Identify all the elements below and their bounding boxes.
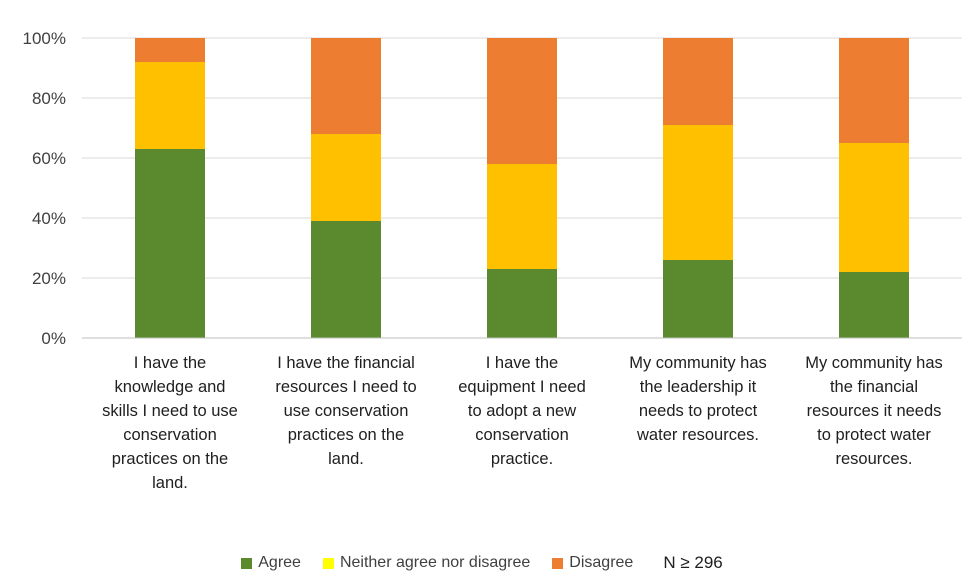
legend-label-agree: Agree [258,554,301,571]
bar-segment-agree [839,272,909,338]
legend-swatch-agree [241,557,253,569]
x-category-label-line: I have the [134,354,206,372]
x-category-label-line: land. [328,450,364,468]
bar-segment-disagree [839,38,909,143]
y-tick-label: 20% [32,269,66,288]
y-axis-ticks: 0% 20% 40% 60% 80% 100% [23,29,66,348]
x-category-label: I have the knowledge and skills I need to … [102,354,238,492]
x-category-label-line: practices on the [288,426,404,444]
x-category-label-line: resources it needs [807,402,942,420]
legend-swatch-disagree [552,557,564,569]
x-category-label-line: I have the financial [277,354,415,372]
legend-item-neither: Neither agree nor disagree [322,554,531,572]
bars [135,38,909,338]
legend-label-disagree: Disagree [569,554,634,571]
bar-segment-disagree [135,38,205,62]
legend-label-neither: Neither agree nor disagree [339,554,531,571]
x-category-label: My community has the leadership it needs t… [629,354,767,444]
x-category-label-line: resources I need to [275,378,416,396]
x-category-label-line: conservation [123,426,217,444]
bar-segment-agree [135,149,205,338]
bar-segment-neither-agree-nor-disagree [663,125,733,260]
stacked-bar-chart: 0% 20% 40% 60% 80% 100% I have the knowledge a… [23,29,962,492]
x-category-label: I have the financial resources I need to u… [275,354,416,468]
x-category-label-line: the financial [830,378,918,396]
x-category-label-line: skills I need to use [102,402,238,420]
sample-size-note: N ≥ 296 [663,553,723,572]
bar-segment-agree [311,221,381,338]
x-axis-category-labels: I have the knowledge and skills I need to … [102,354,943,492]
x-category-label-line: I have the [486,354,558,372]
x-category-label-line: practice. [491,450,553,468]
x-category-label-line: resources. [835,450,912,468]
y-tick-label: 80% [32,89,66,108]
x-category-label-line: knowledge and [114,378,225,396]
bar-segment-neither-agree-nor-disagree [839,143,909,272]
x-category-label-line: land. [152,474,188,492]
bar-segment-disagree [311,38,381,134]
x-category-label-line: needs to protect [639,402,758,420]
x-category-label-line: practices on the [112,450,228,468]
bar-segment-disagree [487,38,557,164]
bar-segment-agree [487,269,557,338]
bar-segment-neither-agree-nor-disagree [311,134,381,221]
bar-segment-agree [663,260,733,338]
legend: Agree Neither agree nor disagree Disagre… [0,548,964,578]
x-category-label-line: My community has [629,354,767,372]
bar-segment-neither-agree-nor-disagree [487,164,557,269]
y-tick-label: 60% [32,149,66,168]
x-category-label-line: use conservation [284,402,409,420]
y-tick-label: 100% [23,29,66,48]
x-category-label-line: to adopt a new [468,402,576,420]
y-tick-label: 40% [32,209,66,228]
x-category-label: My community has the financial resources i… [805,354,943,468]
bar-segment-neither-agree-nor-disagree [135,62,205,149]
x-category-label-line: to protect water [817,426,931,444]
legend-item-disagree: Disagree [552,554,633,572]
x-category-label-line: the leadership it [640,378,757,396]
x-category-label-line: conservation [475,426,569,444]
x-category-label-line: My community has [805,354,943,372]
x-category-label: I have the equipment I need to adopt a new… [458,354,586,468]
legend-swatch-neither [322,557,334,569]
x-category-label-line: equipment I need [458,378,586,396]
legend-item-agree: Agree [241,554,301,572]
y-tick-label: 0% [41,329,66,348]
x-category-label-line: water resources. [636,426,759,444]
bar-segment-disagree [663,38,733,125]
